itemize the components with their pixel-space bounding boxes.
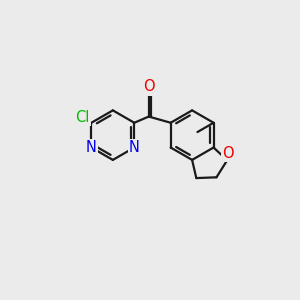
- Text: N: N: [129, 140, 140, 155]
- Text: O: O: [143, 79, 154, 94]
- Text: Cl: Cl: [75, 110, 90, 125]
- Text: N: N: [86, 140, 97, 155]
- Text: O: O: [223, 146, 234, 161]
